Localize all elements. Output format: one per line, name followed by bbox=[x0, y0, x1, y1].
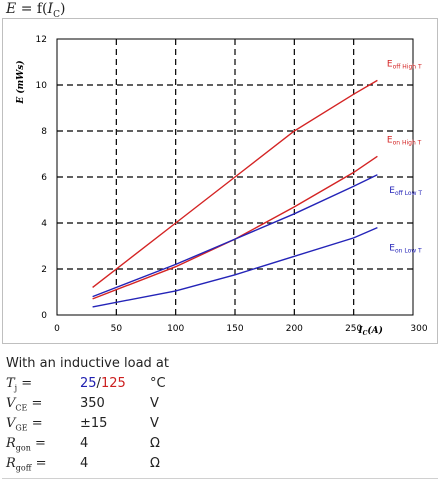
condition-subscript: CE bbox=[15, 403, 28, 413]
condition-subscript: gon bbox=[15, 443, 31, 453]
condition-eq: = bbox=[21, 376, 33, 391]
condition-unit: V bbox=[150, 416, 159, 431]
x-tick-label: 100 bbox=[167, 324, 184, 334]
condition-value: ±15 bbox=[80, 416, 108, 431]
switching-energy-chart: 0 50 100 150 200 250 300 0 2 4 6 8 10 12 E (mWs) IC(A) E… bbox=[15, 35, 428, 337]
x-tick-label: 250 bbox=[345, 324, 362, 334]
y-tick-label: 0 bbox=[41, 311, 47, 321]
y-tick-label: 8 bbox=[41, 127, 47, 137]
formula-var-sub: C bbox=[53, 9, 60, 20]
x-tick-label: 0 bbox=[54, 324, 60, 334]
y-tick-label: 2 bbox=[41, 265, 47, 275]
formula-fn-open: f( bbox=[36, 1, 48, 17]
condition-eq: = bbox=[35, 436, 46, 451]
condition-row-rgoff: Rgoff = 4 Ω bbox=[6, 454, 426, 474]
condition-unit: Ω bbox=[150, 456, 160, 471]
series-line-eoff-low-t bbox=[92, 174, 378, 298]
y-tick-label: 6 bbox=[41, 173, 47, 183]
formula-fn-close: ) bbox=[59, 1, 66, 17]
condition-unit: Ω bbox=[150, 436, 160, 451]
condition-subscript: j bbox=[14, 383, 18, 393]
series-label-eon-high-t: Eon High T bbox=[387, 136, 422, 147]
series-line-eoff-high-t bbox=[92, 79, 378, 288]
condition-value-low: 25 bbox=[80, 376, 97, 391]
condition-symbol: R bbox=[6, 436, 16, 451]
y-tick-label: 10 bbox=[36, 81, 48, 91]
condition-value: 4 bbox=[80, 436, 89, 451]
condition-subscript: GE bbox=[15, 423, 28, 433]
chart-frame: 0 50 100 150 200 250 300 0 2 4 6 8 10 12 E (mWs) IC(A) E… bbox=[2, 18, 438, 344]
x-tick-label: 200 bbox=[286, 324, 303, 334]
chart-formula-title: E = f(IC) bbox=[6, 0, 66, 20]
series-label-eoff-high-t: Eoff High T bbox=[387, 60, 422, 71]
x-tick-label: 300 bbox=[410, 324, 427, 334]
y-axis-label: E (mWs) bbox=[15, 60, 26, 104]
condition-row-rgon: Rgon = 4 Ω bbox=[6, 434, 426, 454]
bottom-divider bbox=[2, 478, 438, 479]
condition-eq: = bbox=[31, 416, 43, 431]
condition-unit: V bbox=[150, 396, 159, 411]
condition-symbol: R bbox=[6, 456, 16, 471]
formula-var: I bbox=[47, 1, 54, 17]
condition-slash: / bbox=[96, 376, 101, 391]
series-line-eon-low-t bbox=[92, 226, 378, 308]
series-label-eoff-low-t: Eoff Low T bbox=[389, 186, 422, 197]
condition-symbol: V bbox=[6, 416, 16, 431]
condition-value-high: 125 bbox=[100, 376, 126, 391]
conditions-panel: With an inductive load at Tj = 25/125 °C… bbox=[6, 354, 426, 474]
y-tick-label: 12 bbox=[36, 35, 47, 45]
condition-unit: °C bbox=[150, 376, 166, 391]
series-label-eon-low-t: Eon Low T bbox=[389, 244, 422, 255]
conditions-intro: With an inductive load at bbox=[6, 356, 169, 371]
condition-eq: = bbox=[35, 456, 47, 471]
condition-symbol: T bbox=[6, 376, 15, 391]
condition-value: 350 bbox=[80, 396, 105, 411]
formula-eq: = bbox=[20, 1, 33, 17]
condition-row-vce: VCE = 350 V bbox=[6, 394, 426, 414]
condition-eq: = bbox=[31, 396, 43, 411]
y-tick-label: 4 bbox=[41, 219, 47, 229]
condition-row-vge: VGE = ±15 V bbox=[6, 414, 426, 434]
condition-value: 4 bbox=[80, 456, 89, 471]
formula-lhs: E bbox=[6, 1, 17, 17]
condition-row-tj: Tj = 25/125 °C bbox=[6, 374, 426, 394]
x-tick-label: 50 bbox=[111, 324, 123, 334]
condition-subscript: goff bbox=[15, 463, 32, 473]
x-axis-label: IC(A) bbox=[357, 325, 383, 337]
x-tick-label: 150 bbox=[226, 324, 243, 334]
condition-symbol: V bbox=[6, 396, 16, 411]
series-line-eon-high-t bbox=[92, 155, 378, 300]
